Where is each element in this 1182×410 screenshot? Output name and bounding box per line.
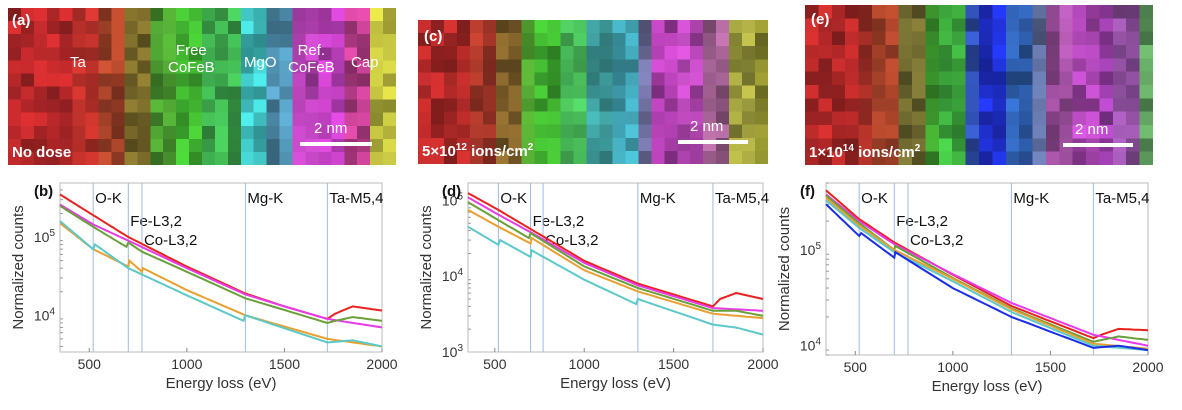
- edge-label: O-K: [861, 190, 888, 207]
- layer-label-cap: Cap: [351, 54, 379, 71]
- series-cyan: [467, 225, 764, 336]
- scale-bar: [1063, 143, 1133, 147]
- panel-label-e: (e): [811, 11, 830, 28]
- y-tick-label: 104: [442, 267, 464, 284]
- edge-label: Ta-M5,4: [329, 190, 383, 207]
- dose-label: No dose: [12, 144, 72, 161]
- series-red: [467, 192, 764, 308]
- plot-area: [59, 182, 383, 353]
- edge-label: Fe-L3,2: [130, 213, 182, 230]
- x-axis-label: Energy loss (eV): [560, 375, 671, 392]
- eels-map-c: (c) 2 nm 5×1012 ions/cm2: [418, 20, 768, 164]
- series-blue: [825, 203, 1149, 352]
- y-tick-label: 104: [800, 337, 822, 354]
- eels-map-a: (a) Ta Free CoFeB MgO Ref. CoFeB Cap 2 n…: [8, 8, 396, 165]
- series-cyan: [59, 220, 383, 348]
- edge-label: O-K: [500, 190, 527, 207]
- series-orange: [825, 197, 1149, 350]
- y-tick-label: 105: [34, 228, 56, 245]
- y-axis-label: Normalized counts: [10, 205, 27, 329]
- dose-label: 1×1014 ions/cm2: [809, 143, 921, 161]
- plot-area: [825, 182, 1149, 356]
- x-tick-label: 2000: [747, 356, 778, 372]
- scale-bar: [300, 142, 372, 146]
- edge-label: O-K: [95, 190, 122, 207]
- series-magenta: [825, 193, 1149, 347]
- scale-bar: [678, 140, 748, 144]
- series-cyan: [825, 199, 1149, 352]
- series-red: [825, 189, 1149, 340]
- x-tick-label: 1000: [171, 356, 202, 372]
- x-tick-label: 500: [844, 359, 868, 375]
- x-tick-label: 500: [483, 356, 507, 372]
- panel-label: (b): [34, 183, 53, 200]
- x-axis-label: Energy loss (eV): [932, 378, 1043, 395]
- scale-bar-label: 2 nm: [1075, 121, 1109, 138]
- x-tick-label: 2000: [1132, 359, 1163, 375]
- plot-area: [467, 182, 764, 353]
- layer-label-ref-cofeb: Ref. CoFeB: [288, 42, 335, 76]
- edge-label: Mg-K: [1013, 190, 1049, 207]
- layer-label-ta: Ta: [70, 54, 86, 71]
- eels-map-e: (e) 2 nm 1×1014 ions/cm2: [805, 5, 1153, 165]
- layer-label-free-cofeb: Free CoFeB: [168, 42, 215, 76]
- chart-f: O-K Fe-L3,2 Co-L3,2 Mg-K Ta-M5,4 500 1000 1500 2…: [776, 182, 1164, 395]
- x-tick-label: 1000: [937, 359, 968, 375]
- x-tick-label: 1500: [269, 356, 300, 372]
- series-green: [59, 205, 383, 324]
- y-tick-label: 103: [442, 343, 464, 360]
- panel-label: (d): [442, 183, 461, 200]
- y-axis-label: Normalized counts: [418, 205, 435, 329]
- scale-bar-label: 2 nm: [314, 120, 348, 137]
- edge-label: Mg-K: [247, 190, 283, 207]
- layer-label-mgo: MgO: [244, 54, 277, 71]
- series-green: [467, 201, 764, 317]
- series-magenta: [467, 196, 764, 312]
- edge-label: Ta-M5,4: [715, 190, 769, 207]
- edge-label: Co-L3,2: [144, 232, 197, 249]
- dose-label: 5×1012 ions/cm2: [422, 142, 534, 160]
- scale-bar-label: 2 nm: [690, 118, 724, 135]
- edge-label: Ta-M5,4: [1095, 190, 1149, 207]
- chart-b: O-K Fe-L3,2 Co-L3,2 Mg-K Ta-M5,4 500 1000 1500 2…: [10, 182, 398, 392]
- y-tick-label: 105: [442, 191, 464, 208]
- edge-label: Fe-L3,2: [533, 213, 585, 230]
- x-tick-label: 1000: [569, 356, 600, 372]
- x-tick-label: 500: [78, 356, 102, 372]
- panel-label-c: (c): [424, 28, 443, 45]
- x-tick-label: 1500: [1035, 359, 1066, 375]
- x-tick-label: 2000: [366, 356, 397, 372]
- y-tick-label: 104: [34, 306, 56, 323]
- map-image-e: [805, 5, 1153, 165]
- x-axis-label: Energy loss (eV): [166, 375, 277, 392]
- edge-label: Mg-K: [640, 190, 676, 207]
- panel-label: (f): [800, 183, 815, 200]
- y-axis-label: Normalized counts: [776, 207, 793, 331]
- map-image-a: [8, 8, 396, 165]
- y-tick-label: 105: [800, 241, 822, 258]
- edge-label: Fe-L3,2: [896, 213, 948, 230]
- x-tick-label: 1500: [658, 356, 689, 372]
- series-orange: [467, 209, 764, 320]
- series-magenta: [59, 203, 383, 329]
- panel-label-a: (a): [12, 12, 31, 29]
- series-orange: [59, 222, 383, 348]
- edge-label: Co-L3,2: [910, 232, 963, 249]
